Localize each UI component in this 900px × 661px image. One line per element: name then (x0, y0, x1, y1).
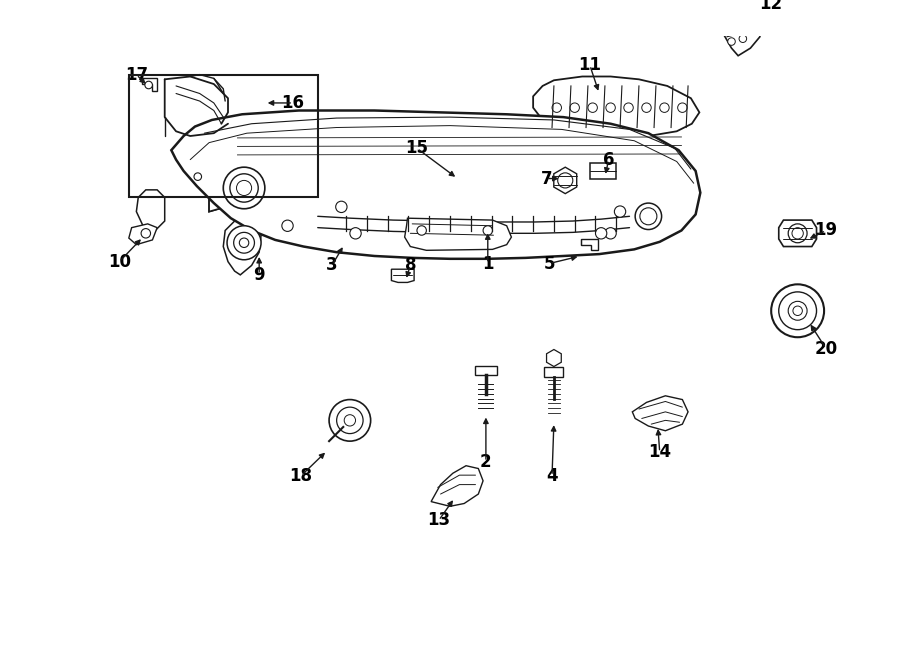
Text: 13: 13 (428, 512, 450, 529)
Polygon shape (137, 190, 165, 231)
Circle shape (227, 226, 261, 260)
Text: 9: 9 (254, 266, 265, 284)
Polygon shape (142, 79, 157, 91)
Polygon shape (778, 220, 816, 247)
Circle shape (792, 227, 804, 239)
Text: 17: 17 (125, 65, 148, 83)
Polygon shape (392, 269, 414, 282)
Text: 8: 8 (405, 256, 416, 274)
Circle shape (605, 227, 617, 239)
Text: 5: 5 (544, 254, 555, 272)
Polygon shape (129, 224, 158, 245)
Circle shape (739, 13, 747, 20)
Polygon shape (546, 350, 562, 366)
Polygon shape (633, 396, 688, 431)
Circle shape (588, 103, 598, 112)
Circle shape (624, 103, 634, 112)
Circle shape (344, 414, 356, 426)
Circle shape (635, 203, 662, 229)
Circle shape (329, 400, 371, 441)
Polygon shape (639, 184, 660, 208)
Polygon shape (171, 110, 700, 259)
Circle shape (678, 103, 687, 112)
Text: 20: 20 (814, 340, 838, 358)
Text: 12: 12 (760, 0, 783, 13)
Circle shape (194, 173, 202, 180)
Text: 1: 1 (482, 254, 493, 272)
Text: 18: 18 (289, 467, 312, 485)
Circle shape (771, 284, 824, 337)
Polygon shape (209, 178, 686, 212)
Polygon shape (554, 167, 577, 194)
Circle shape (793, 306, 803, 315)
Polygon shape (431, 466, 483, 506)
Circle shape (739, 35, 747, 42)
Circle shape (570, 103, 580, 112)
Polygon shape (219, 191, 233, 204)
Circle shape (234, 233, 255, 253)
Circle shape (596, 227, 607, 239)
Text: 16: 16 (282, 94, 305, 112)
Polygon shape (474, 366, 497, 375)
Circle shape (237, 180, 252, 196)
Polygon shape (405, 218, 511, 251)
Circle shape (728, 3, 735, 11)
Polygon shape (724, 0, 761, 56)
Circle shape (778, 292, 816, 330)
Circle shape (483, 226, 492, 235)
Text: 6: 6 (603, 151, 615, 169)
Circle shape (417, 226, 427, 235)
Text: 3: 3 (326, 256, 338, 274)
Circle shape (230, 174, 258, 202)
Circle shape (606, 103, 616, 112)
Circle shape (145, 81, 152, 89)
Circle shape (615, 206, 626, 217)
Circle shape (239, 238, 248, 247)
Polygon shape (209, 143, 686, 188)
Circle shape (642, 103, 652, 112)
Polygon shape (533, 77, 699, 138)
Circle shape (739, 1, 747, 9)
Circle shape (350, 227, 361, 239)
Circle shape (223, 167, 265, 209)
Circle shape (337, 407, 363, 434)
Circle shape (788, 224, 807, 243)
Circle shape (640, 208, 657, 225)
Text: 14: 14 (648, 444, 671, 461)
Circle shape (141, 229, 150, 238)
Circle shape (336, 201, 347, 213)
Circle shape (728, 38, 735, 46)
Polygon shape (544, 368, 563, 377)
Circle shape (558, 173, 572, 188)
Text: 4: 4 (546, 467, 558, 485)
Circle shape (660, 103, 670, 112)
Circle shape (788, 301, 807, 320)
Polygon shape (581, 239, 598, 251)
Bar (129, 75, 318, 198)
Text: 2: 2 (480, 453, 491, 471)
Text: 15: 15 (405, 139, 428, 157)
Circle shape (728, 16, 735, 24)
Text: 19: 19 (814, 221, 838, 239)
Text: 10: 10 (108, 253, 130, 270)
Polygon shape (223, 218, 261, 275)
Polygon shape (590, 163, 616, 178)
Text: 7: 7 (541, 169, 553, 188)
Polygon shape (209, 143, 236, 212)
Polygon shape (190, 169, 211, 180)
Text: 11: 11 (579, 56, 601, 74)
Circle shape (282, 220, 293, 231)
Circle shape (552, 103, 562, 112)
